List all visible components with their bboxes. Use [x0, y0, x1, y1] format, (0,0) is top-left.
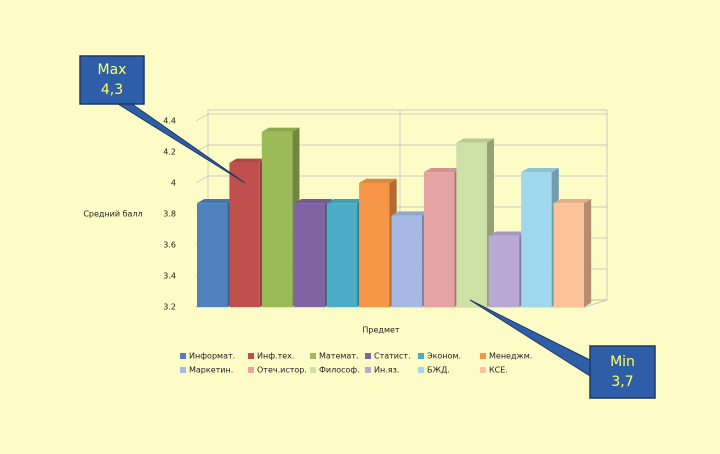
callout-box — [589, 345, 656, 399]
callout-pointer — [469, 299, 591, 377]
grid-line — [195, 175, 209, 184]
legend-swatch — [180, 353, 186, 359]
legend-label: Маркетин. — [189, 366, 233, 375]
bar-top — [521, 167, 559, 173]
legend-label: БЖД. — [427, 366, 450, 375]
legend-swatch — [248, 367, 254, 373]
callout-text: 3,7 — [611, 374, 633, 390]
legend-swatch — [180, 367, 186, 373]
legend-label: КСЕ. — [489, 366, 508, 375]
grid-line — [195, 113, 209, 122]
bar — [359, 178, 397, 307]
legend-label: Математ. — [319, 352, 359, 361]
bar-front — [359, 183, 390, 307]
bar-top — [553, 198, 592, 204]
callout-pointer — [116, 103, 246, 184]
bar — [456, 138, 494, 307]
bar — [423, 167, 462, 307]
bar-top — [456, 138, 494, 143]
y-tick-label: 3.6 — [163, 241, 176, 250]
y-tick-label: 3.2 — [163, 303, 176, 312]
bar-top — [261, 127, 300, 132]
bar-top — [488, 231, 527, 236]
bar-top — [197, 198, 235, 204]
legend-swatch — [418, 353, 424, 359]
bar-top — [423, 167, 462, 173]
bar-top — [294, 198, 332, 204]
bar — [261, 127, 300, 308]
bar-top — [359, 178, 397, 183]
callout-text: Max — [98, 62, 127, 78]
legend-label: Философ. — [319, 366, 360, 375]
y-tick-label: 3.4 — [163, 272, 176, 281]
bar-front — [423, 172, 455, 307]
bar-front — [261, 131, 293, 307]
bar — [229, 158, 268, 307]
bar — [197, 198, 235, 307]
bar-front — [488, 235, 520, 307]
bar — [488, 231, 527, 307]
bar-front — [326, 203, 358, 307]
legend-label: Ин.яз. — [374, 366, 399, 375]
callout-text: 4,3 — [101, 82, 123, 98]
legend-swatch — [480, 353, 486, 359]
bar-top — [326, 198, 365, 204]
legend-label: Менеджм. — [489, 352, 532, 361]
legend-swatch — [480, 367, 486, 373]
bar — [294, 198, 332, 307]
bar-front — [197, 203, 228, 307]
legend-label: Отеч.истор. — [257, 366, 307, 375]
legend-swatch — [310, 367, 316, 373]
legend-swatch — [365, 353, 371, 359]
bar-front — [521, 172, 552, 307]
bar — [391, 211, 430, 307]
legend-swatch — [310, 353, 316, 359]
legend-label: Информат. — [189, 352, 235, 361]
callout-box — [79, 55, 145, 105]
y-tick-label: 3.8 — [163, 210, 176, 219]
legend-swatch — [248, 353, 254, 359]
bar-side — [584, 198, 592, 307]
x-axis-label: Предмет — [362, 326, 400, 335]
legend-swatch — [365, 367, 371, 373]
bar — [326, 198, 365, 307]
bar-front — [294, 203, 325, 307]
bar-front — [229, 162, 260, 307]
bar-top — [229, 158, 268, 163]
bar-front — [553, 203, 584, 307]
y-axis-label: Средний балл — [83, 210, 142, 219]
y-tick-label: 4.4 — [163, 117, 176, 126]
legend-label: Эконом. — [427, 352, 461, 361]
y-tick-label: 4.2 — [163, 148, 176, 157]
legend-swatch — [418, 367, 424, 373]
bar — [521, 167, 559, 307]
callout-text: Min — [610, 354, 635, 370]
bar-front — [391, 215, 422, 307]
bar-top — [391, 211, 430, 216]
legend-label: Статист. — [374, 352, 411, 361]
legend-label: Инф.тех. — [257, 352, 294, 361]
bar-front — [456, 142, 487, 307]
y-tick-label: 4 — [171, 179, 176, 188]
bar — [553, 198, 592, 307]
